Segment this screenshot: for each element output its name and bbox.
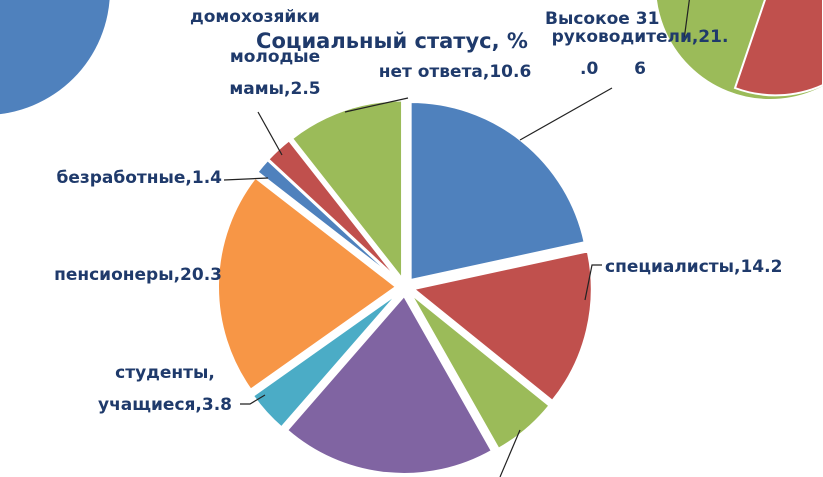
data-label: руководители,21. 6 xyxy=(552,27,729,79)
annotation: домохозяйки xyxy=(190,7,320,27)
data-label: нет ответа,10.6 xyxy=(379,62,532,82)
pie-slice xyxy=(411,250,593,403)
data-label: безработные,1.4 xyxy=(56,168,222,188)
data-label: специалисты,14.2 xyxy=(605,257,782,277)
pie-slice xyxy=(256,158,399,282)
pie-slice xyxy=(251,292,400,429)
pie-slice xyxy=(217,176,398,392)
pie-slice xyxy=(285,294,494,475)
chart-title: Социальный статус, % xyxy=(256,29,528,53)
annotation: Высокое 31 xyxy=(545,9,659,29)
data-label: пенсионеры,20.3 xyxy=(54,265,222,285)
pie-slice xyxy=(409,293,551,451)
leader-lines xyxy=(223,87,613,477)
other-chart-fragment xyxy=(654,0,823,101)
data-label: студенты, учащиеся,3.8 xyxy=(98,363,232,415)
other-chart-fragment xyxy=(0,0,110,115)
pie-slice xyxy=(409,100,586,282)
annotation: .0 xyxy=(580,59,598,79)
data-label: молодые мамы,2.5 xyxy=(229,47,320,99)
